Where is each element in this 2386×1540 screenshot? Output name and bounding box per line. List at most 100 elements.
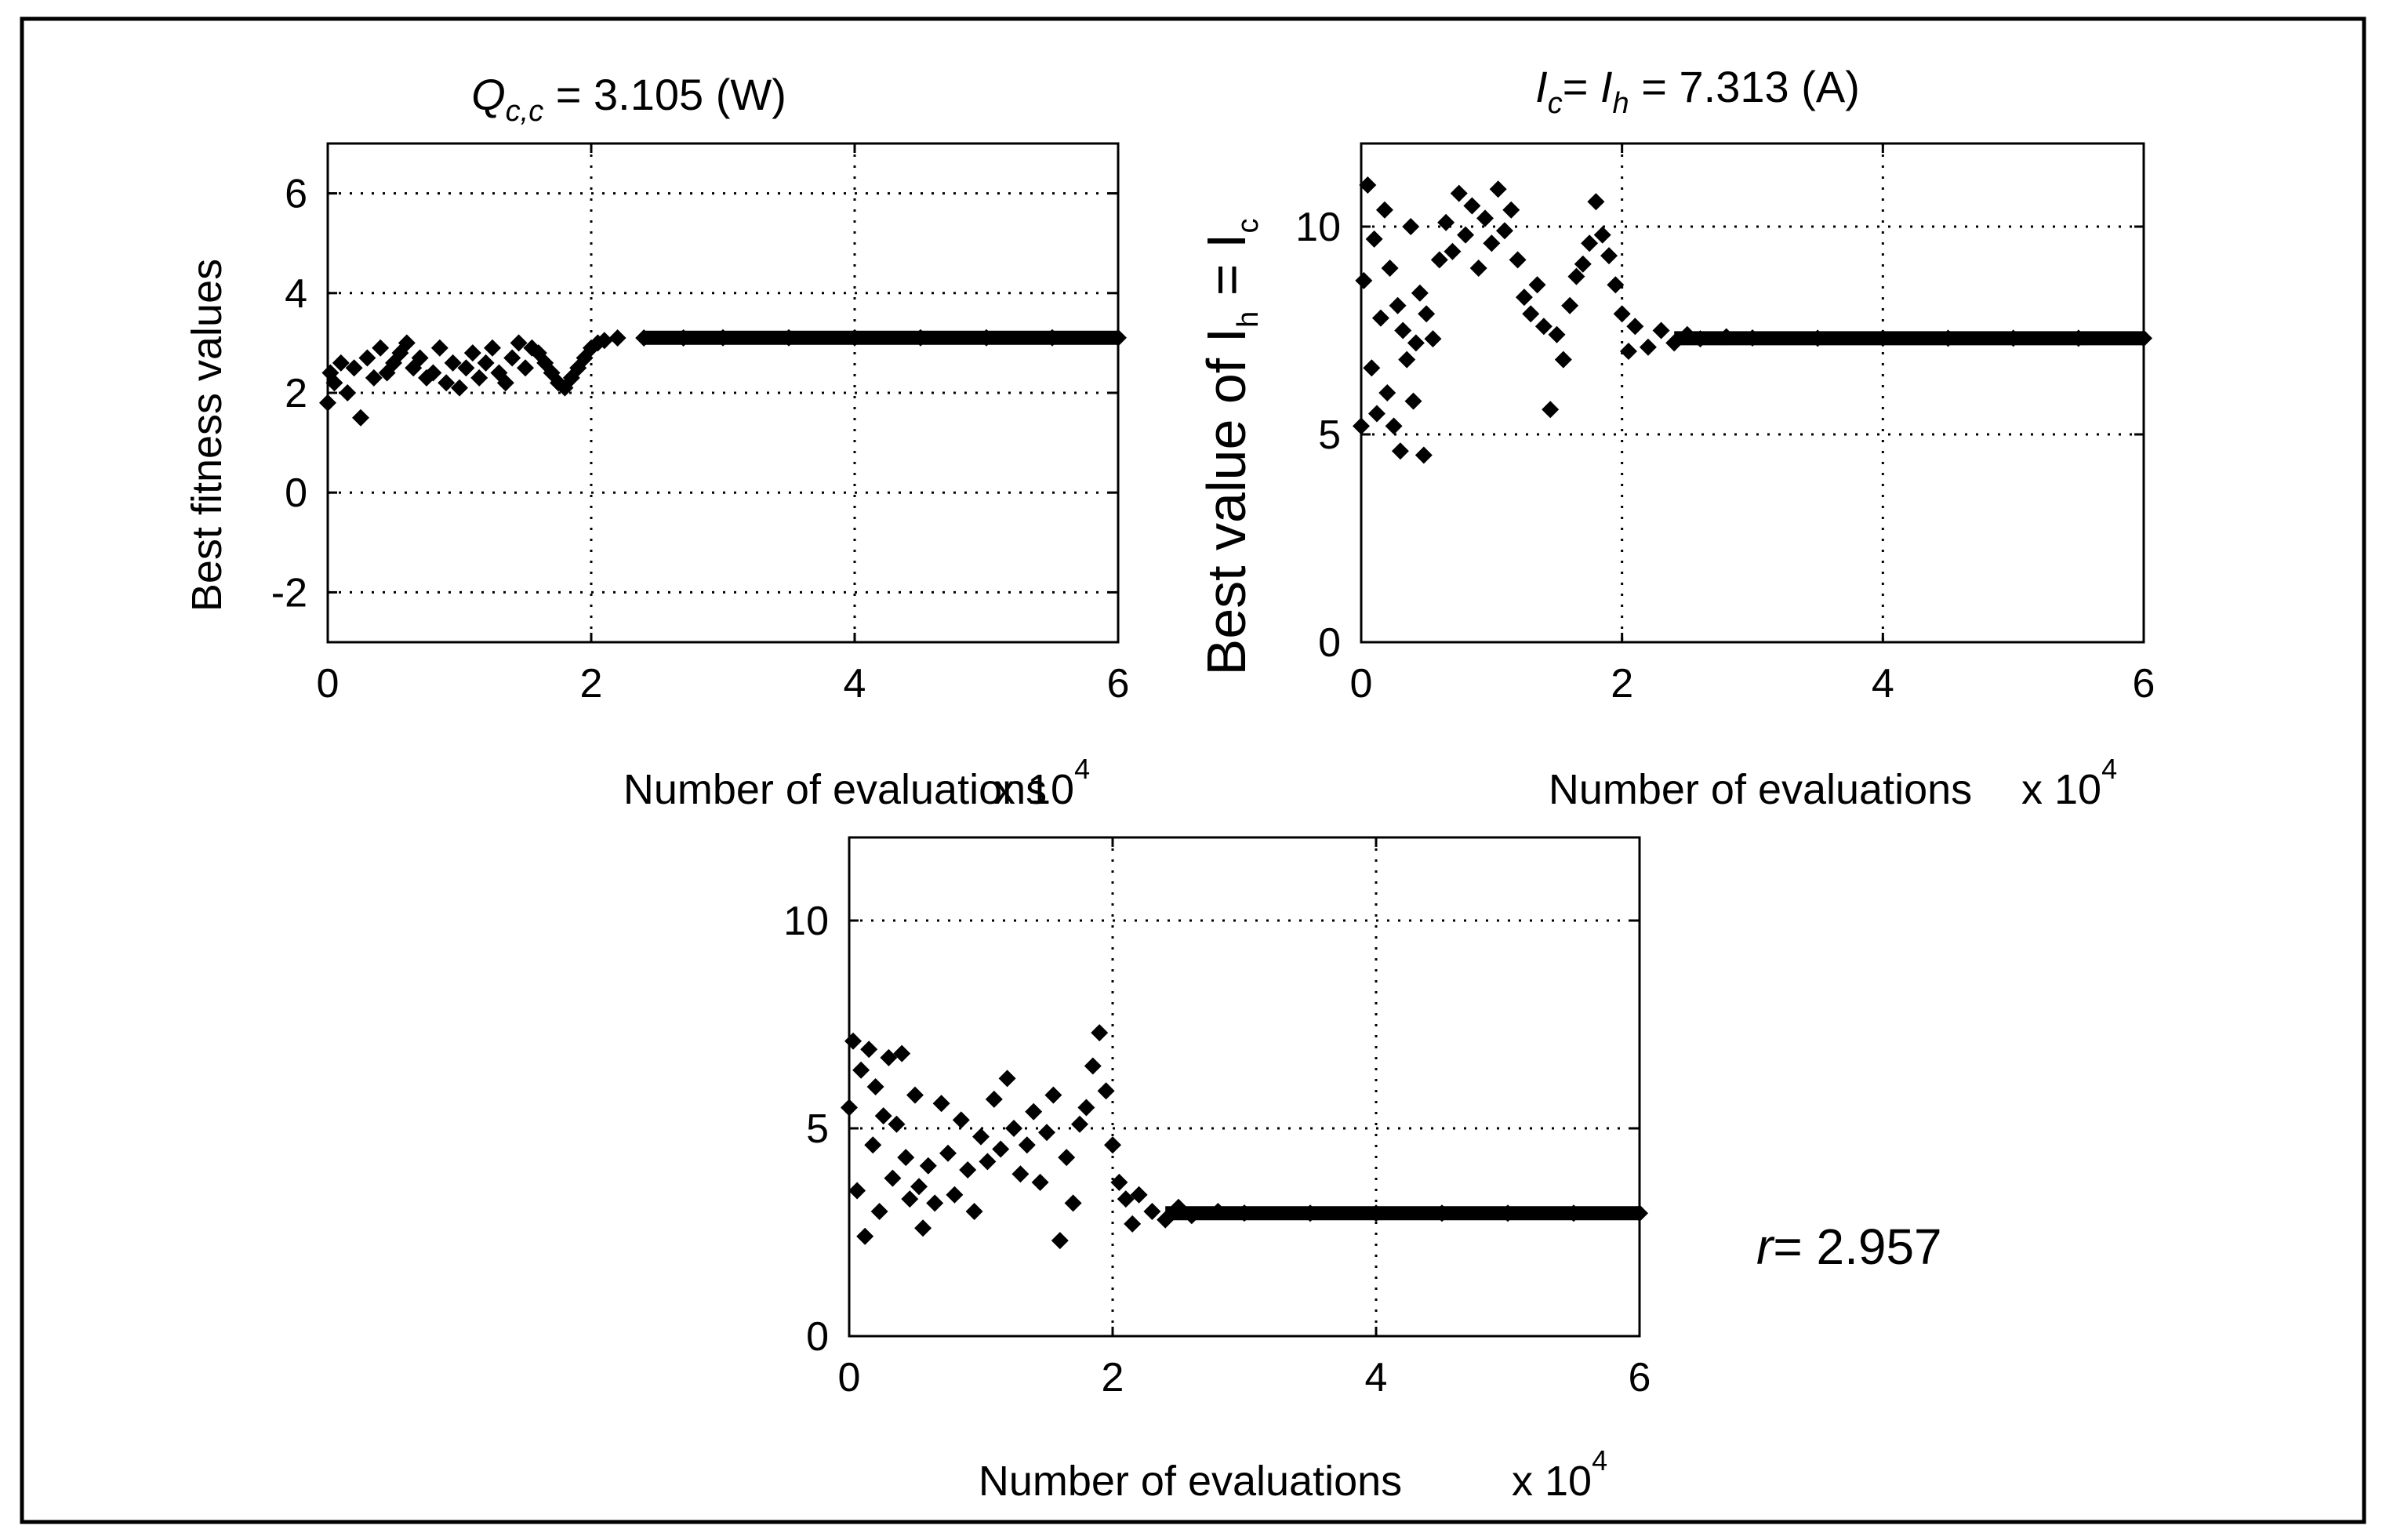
panel-current-x-multiplier: x 104 <box>2021 753 2117 813</box>
x-tick-label: 6 <box>2133 661 2155 706</box>
y-tick-label: 0 <box>1318 620 1341 666</box>
data-point <box>972 1128 990 1146</box>
data-point <box>1031 1173 1049 1191</box>
panel-ratio-x-multiplier: x 104 <box>1512 1444 1607 1505</box>
data-point <box>998 1070 1016 1088</box>
data-point <box>1084 1057 1102 1075</box>
data-point <box>910 1178 928 1196</box>
axes-box <box>1360 142 2145 644</box>
data-point <box>332 354 350 372</box>
data-point <box>1607 276 1625 294</box>
data-point <box>1378 384 1396 401</box>
x-tick-label: 2 <box>580 661 603 706</box>
data-point <box>1391 442 1409 460</box>
data-point <box>1415 446 1433 464</box>
x-tick-label: 2 <box>1102 1355 1124 1400</box>
data-point <box>411 349 429 367</box>
x-tick-label: 0 <box>1350 661 1373 706</box>
data-point <box>477 354 495 372</box>
data-point <box>496 374 514 392</box>
data-point <box>463 344 481 362</box>
data-point <box>1430 251 1448 269</box>
data-point <box>1365 230 1383 248</box>
data-point <box>1593 226 1611 244</box>
data-point <box>1639 338 1657 356</box>
data-point <box>1652 321 1670 340</box>
data-point <box>1359 176 1377 194</box>
data-point <box>1411 284 1429 302</box>
y-tick-label: 2 <box>285 371 307 416</box>
data-point <box>398 334 416 352</box>
data-point <box>457 359 475 377</box>
panel-current-plot: 0 2 4 6 0 5 10 <box>1295 142 2155 706</box>
y-tick-label: 0 <box>285 470 307 516</box>
data-point <box>1025 1102 1043 1120</box>
data-point <box>438 374 456 392</box>
data-point <box>1005 1120 1022 1137</box>
data-point <box>919 1157 937 1175</box>
panel-current-title: Ic= Ih = 7.313 (A) <box>1535 62 1860 120</box>
data-point <box>1502 201 1520 219</box>
data-point <box>1355 271 1373 289</box>
y-tick-label: 4 <box>285 271 307 317</box>
panel-fitness-ylabel: Best fitness values <box>183 259 231 612</box>
data-point <box>365 369 383 387</box>
data-point <box>391 344 409 362</box>
data-point <box>841 1099 858 1117</box>
data-point <box>319 394 336 412</box>
data-point <box>1353 417 1370 435</box>
data-point <box>484 339 501 357</box>
data-point <box>1091 1024 1109 1042</box>
data-point <box>1385 417 1403 435</box>
data-point <box>1515 289 1533 307</box>
data-point <box>1064 1194 1082 1212</box>
panel-current-xlabel: Number of evaluations <box>1549 766 1972 813</box>
data-point <box>856 1227 874 1245</box>
data-point <box>517 359 534 377</box>
data-point <box>864 1136 882 1154</box>
data-point <box>959 1161 977 1179</box>
data-point <box>860 1041 878 1059</box>
x-tick-label: 2 <box>1611 661 1633 706</box>
data-point <box>946 1186 964 1204</box>
data-point <box>1554 350 1572 369</box>
data-point <box>1463 197 1481 215</box>
data-point <box>1522 305 1540 323</box>
data-point <box>874 1107 892 1125</box>
panel-fitness-xlabel: Number of evaluations <box>623 766 1047 813</box>
data-point <box>1450 184 1468 202</box>
data-point <box>1071 1115 1088 1133</box>
data-point <box>1375 201 1393 219</box>
data-point <box>1389 296 1407 314</box>
data-point <box>1483 234 1501 252</box>
data-point <box>1489 180 1507 198</box>
data-point <box>1587 193 1605 211</box>
data-point <box>926 1194 944 1212</box>
data-point <box>1394 321 1412 340</box>
data-point <box>1117 1190 1135 1208</box>
data-point <box>1613 305 1631 323</box>
data-point <box>325 374 343 392</box>
y-tick-label: 10 <box>1295 205 1341 250</box>
data-point <box>1418 305 1436 323</box>
data-point <box>880 1048 898 1066</box>
data-point <box>1542 401 1560 419</box>
y-tick-label: 5 <box>1318 412 1341 458</box>
data-point <box>444 354 462 372</box>
data-point <box>1124 1215 1142 1233</box>
data-point <box>1534 318 1553 336</box>
data-point <box>992 1140 1010 1158</box>
x-tick-label: 0 <box>838 1355 861 1400</box>
data-point <box>965 1203 983 1220</box>
data-point <box>884 1169 902 1187</box>
data-point <box>1018 1136 1036 1154</box>
data-point <box>1367 405 1385 423</box>
data-point <box>1077 1099 1095 1117</box>
data-point <box>1528 276 1546 294</box>
x-tick-label: 4 <box>844 661 866 706</box>
data-point <box>358 349 376 367</box>
data-point <box>1044 1086 1062 1104</box>
data-point <box>1626 318 1644 336</box>
